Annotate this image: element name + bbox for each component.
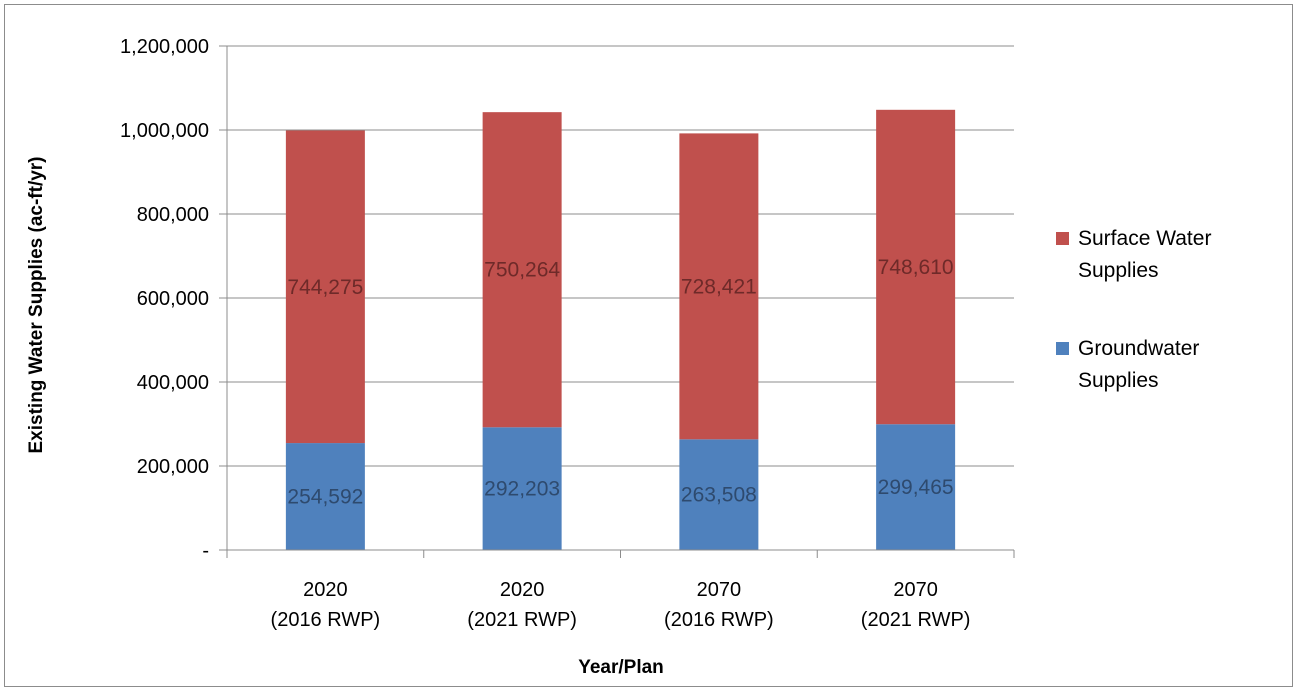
x-tick-label-line: (2021 RWP): [467, 609, 577, 631]
y-tick-labels: - 200,000 400,000 600,000 800,000 1,000,000 1,…: [120, 36, 209, 562]
x-tick-label-line: 2070: [893, 579, 938, 601]
chart-container: - 200,000 400,000 600,000 800,000 1,000,000 1,…: [4, 4, 1293, 687]
legend-label-line: Groundwater: [1078, 337, 1199, 360]
y-tick-label: 400,000: [137, 372, 209, 394]
x-tick-label-line: 2020: [500, 579, 545, 601]
x-tick-labels: 2020 (2016 RWP) 2020 (2021 RWP) 2070 (2016 RW…: [271, 579, 971, 631]
data-label: 299,465: [878, 476, 954, 499]
y-tick-label: 600,000: [137, 288, 209, 310]
y-tick-label: 1,200,000: [120, 36, 209, 58]
x-tick-label-line: 2070: [697, 579, 742, 601]
x-tick-label: 2020 (2016 RWP): [271, 579, 381, 631]
axes: [226, 46, 1015, 558]
x-tick-label-line: 2020: [303, 579, 348, 601]
data-labels: 254,592 744,275 292,203 750,264 263,508 728,4…: [287, 256, 953, 509]
legend: Surface Water Supplies Groundwater Supplies: [1056, 227, 1211, 392]
bar-segment: [482, 112, 562, 428]
bar-segment: [679, 133, 759, 440]
data-label: 254,592: [287, 486, 363, 509]
bar-segment: [285, 443, 365, 550]
bar-segment: [876, 424, 956, 550]
data-label: 263,508: [681, 484, 757, 507]
data-label: 728,421: [681, 275, 757, 298]
legend-swatch: [1056, 232, 1069, 245]
y-tick-label: 1,000,000: [120, 120, 209, 142]
y-tick-label: 800,000: [137, 204, 209, 226]
x-tick-label-line: (2016 RWP): [664, 609, 774, 631]
legend-label: Groundwater Supplies: [1078, 337, 1199, 392]
stacked-bar-chart: - 200,000 400,000 600,000 800,000 1,000,000 1,…: [26, 36, 1211, 678]
bar-segment: [482, 427, 562, 550]
legend-label-line: Surface Water: [1078, 227, 1211, 250]
y-tick-label: 200,000: [137, 456, 209, 478]
bar-segment: [876, 109, 956, 425]
bar-segment: [285, 130, 365, 444]
data-label: 744,275: [287, 276, 363, 299]
legend-swatch: [1056, 342, 1069, 355]
data-label: 748,610: [878, 256, 954, 279]
legend-label-line: Supplies: [1078, 259, 1159, 282]
data-label: 292,203: [484, 478, 560, 501]
bar-segment: [679, 439, 759, 550]
x-tick-label: 2020 (2021 RWP): [467, 579, 577, 631]
x-tick-label-line: (2016 RWP): [271, 609, 381, 631]
y-tick-label: -: [202, 540, 209, 562]
legend-label: Surface Water Supplies: [1078, 227, 1211, 282]
x-tick-label: 2070 (2021 RWP): [861, 579, 971, 631]
data-label: 750,264: [484, 259, 560, 282]
bars: [285, 109, 956, 550]
x-tick-label: 2070 (2016 RWP): [664, 579, 774, 631]
x-tick-label-line: (2021 RWP): [861, 609, 971, 631]
y-axis-title: Existing Water Supplies (ac-ft/yr): [26, 156, 47, 453]
legend-label-line: Supplies: [1078, 369, 1159, 392]
x-axis-title: Year/Plan: [578, 657, 664, 678]
